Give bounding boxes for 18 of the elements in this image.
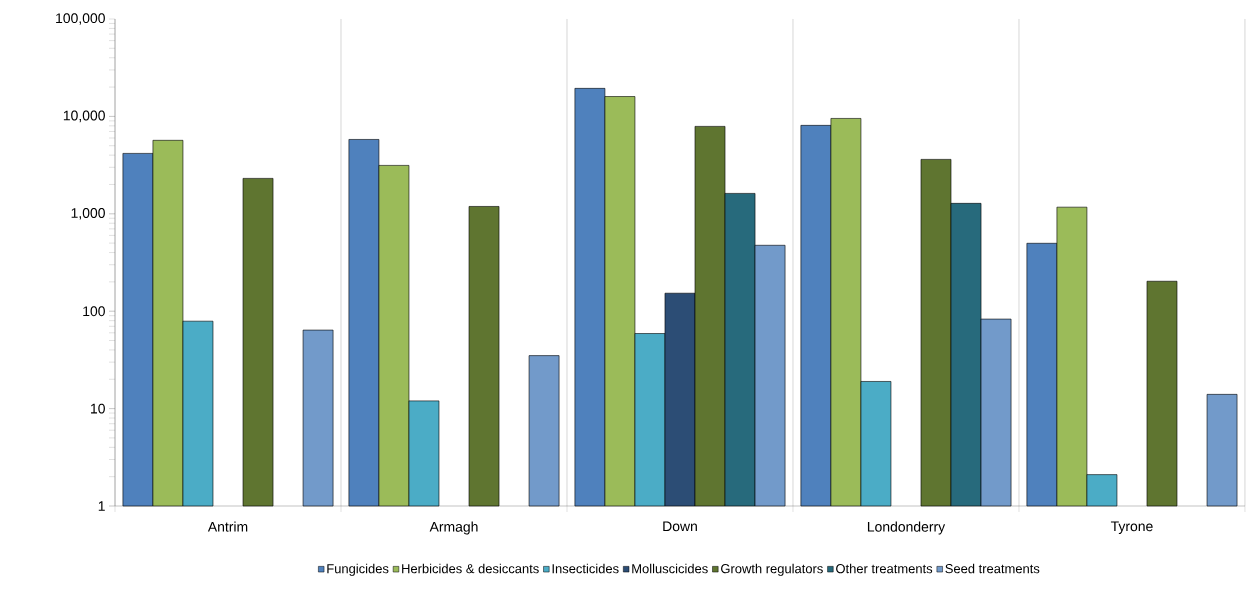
legend-label: Insecticides	[552, 563, 619, 574]
x-tick-label: Antrim	[207, 521, 248, 532]
x-tick-label: Down	[663, 521, 697, 532]
x-tick-label: Londonderry	[867, 521, 946, 535]
legend-label: Herbicides & desiccants	[402, 563, 539, 574]
legend-label: Growth regulators	[721, 563, 823, 576]
y-tick-label: 1,000	[71, 208, 105, 220]
legend-label: Other treatments	[836, 563, 933, 574]
legend-label: Fungicides	[327, 563, 389, 576]
x-tick-label: Armagh	[429, 521, 478, 535]
y-tick-label: 1	[98, 501, 105, 511]
y-tick-label: 10	[91, 403, 105, 414]
y-tick-label: 10,000	[63, 110, 105, 123]
y-tick-label: 100	[83, 306, 105, 317]
x-tick-label: Tyrone	[1110, 521, 1153, 534]
y-tick-label: 100,000	[56, 13, 105, 25]
legend-label: Seed treatments	[945, 563, 1040, 574]
legend-label: Molluscicides	[632, 563, 708, 574]
